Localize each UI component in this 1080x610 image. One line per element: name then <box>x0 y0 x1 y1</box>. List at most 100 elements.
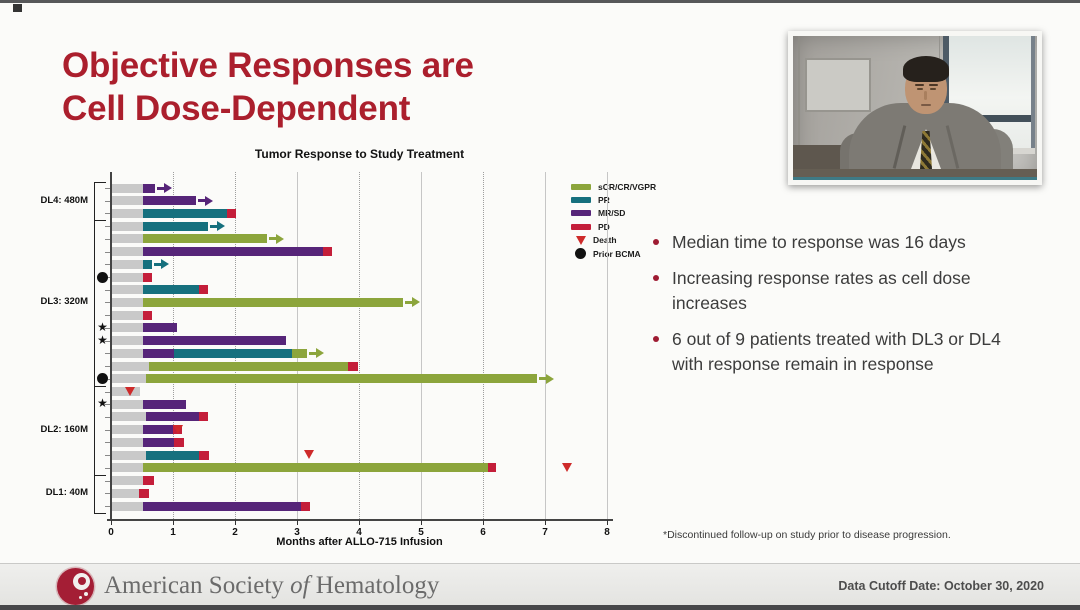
speaker-video[interactable] <box>788 31 1042 185</box>
bar-segment-red <box>487 463 497 473</box>
x-tick-label: 8 <box>604 527 610 538</box>
window-frame <box>1031 36 1035 148</box>
x-tick-label: 3 <box>294 527 300 538</box>
dose-group-bracket <box>94 474 106 514</box>
gridline <box>483 172 484 519</box>
row-tick <box>105 213 110 214</box>
bar-segment-green <box>149 361 348 371</box>
logo-dot-1 <box>84 592 88 596</box>
bar-segment-purple <box>146 412 199 422</box>
speaker-brow-left <box>915 84 924 86</box>
speaker-nose <box>924 91 927 100</box>
legend-item: Prior BCMA <box>571 247 671 260</box>
dose-group-label: DL3: 320M <box>40 296 88 308</box>
row-tick <box>105 442 110 443</box>
bar-segment-red <box>226 208 236 218</box>
row-tick <box>105 201 110 202</box>
desk <box>793 169 1037 177</box>
bar-segment-purple <box>143 323 178 333</box>
bar-segment-teal <box>143 285 199 295</box>
bar-segment-purple <box>143 425 173 435</box>
logo-inner-dot <box>78 577 86 585</box>
window-mullion <box>949 115 1035 122</box>
row-tick <box>105 404 110 405</box>
row-tick <box>105 264 110 265</box>
top-border <box>0 0 1080 3</box>
ongoing-arrow-icon <box>204 195 213 206</box>
x-tick <box>297 520 298 525</box>
ongoing-arrow-icon <box>217 221 226 232</box>
death-triangle-icon <box>124 386 135 396</box>
row-tick <box>105 188 110 189</box>
x-tick <box>421 520 422 525</box>
bar-segment-gray <box>112 412 147 422</box>
row-tick <box>105 417 110 418</box>
death-triangle-icon <box>304 450 315 460</box>
slide-title-line-2: Cell Dose-Dependent <box>62 89 411 128</box>
row-tick <box>105 302 110 303</box>
bar-segment-purple <box>143 399 187 409</box>
speaker <box>793 36 1037 180</box>
bar-segment-gray <box>112 183 143 193</box>
legend-item: sCR/CR/VGPR <box>571 180 671 193</box>
x-tick-label: 6 <box>480 527 486 538</box>
player-corner-artifact <box>13 4 22 12</box>
prior-bcma-icon <box>97 373 108 385</box>
legend-item: PD <box>571 220 671 233</box>
bar-segment-gray <box>112 336 143 346</box>
chart-title: Tumor Response to Study Treatment <box>254 147 465 161</box>
x-tick <box>483 520 484 525</box>
bar-segment-red <box>143 476 155 486</box>
bar-segment-green <box>143 297 404 307</box>
x-tick <box>359 520 360 525</box>
bar-segment-red <box>301 501 311 511</box>
row-tick <box>105 353 110 354</box>
y-axis <box>110 172 112 519</box>
bar-segment-green <box>143 463 488 473</box>
speaker-mouth <box>921 104 931 106</box>
bar-segment-purple <box>143 348 174 358</box>
x-tick <box>545 520 546 525</box>
bar-segment-red <box>198 450 210 460</box>
bar-segment-gray <box>112 488 140 498</box>
speaker-eye-left <box>917 88 923 90</box>
list-item: Increasing response rates as cell dose i… <box>652 266 1047 316</box>
radiator <box>793 145 849 169</box>
legend-label: Death <box>593 235 617 246</box>
bar-segment-red <box>143 272 153 282</box>
row-tick <box>105 226 110 227</box>
row-tick <box>105 493 110 494</box>
x-tick <box>111 520 112 525</box>
ash-logo-icon <box>57 568 94 605</box>
x-axis-label: Months after ALLO-715 Infusion <box>276 536 443 548</box>
bar-segment-teal <box>143 208 227 218</box>
legend-swatch-green <box>571 183 591 190</box>
bar-segment-red <box>143 310 153 320</box>
dose-group-label: DL2: 160M <box>40 423 88 435</box>
organization-name: American Society of Hematology <box>104 572 439 600</box>
legend-swatch-purple <box>571 210 591 217</box>
bullet-icon <box>653 336 659 342</box>
row-tick <box>105 341 110 342</box>
legend-swatch-red <box>571 223 591 230</box>
ongoing-arrow-icon <box>545 373 554 384</box>
bar-segment-red <box>139 488 150 498</box>
x-tick-label: 4 <box>356 527 362 538</box>
bar-segment-gray <box>112 208 143 218</box>
bullet-text: 6 out of 9 patients treated with DL3 or … <box>672 329 1001 374</box>
footnote: *Discontinued follow-up on study prior t… <box>663 529 951 541</box>
death-triangle-icon <box>561 462 572 472</box>
data-cutoff-date: Data Cutoff Date: October 30, 2020 <box>838 579 1044 593</box>
star-icon: ★ <box>97 319 108 334</box>
bar-segment-teal <box>143 221 209 231</box>
org-name-prefix: American Society <box>104 572 284 599</box>
bar-segment-gray <box>112 425 143 435</box>
star-icon: ★ <box>97 396 108 411</box>
footer-bar: American Society of Hematology Data Cuto… <box>0 563 1080 610</box>
bar-segment-purple <box>143 437 174 447</box>
arrow-stem <box>405 300 413 304</box>
bar-segment-gray <box>112 374 147 384</box>
bullet-icon <box>653 239 659 245</box>
gridline <box>297 172 298 519</box>
ongoing-arrow-icon <box>164 183 173 193</box>
